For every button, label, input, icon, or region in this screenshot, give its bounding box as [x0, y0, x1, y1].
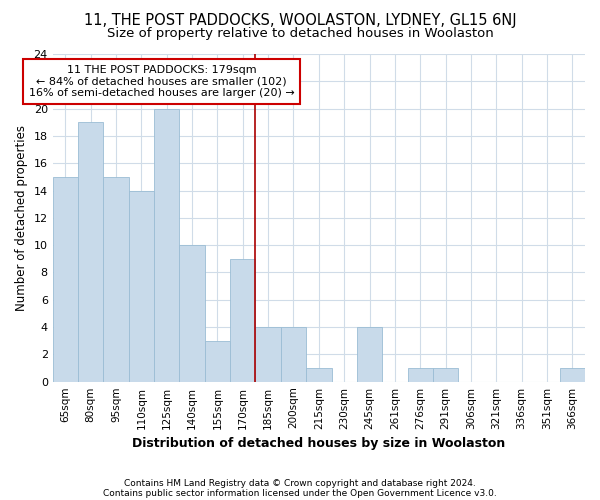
Text: 11 THE POST PADDOCKS: 179sqm
← 84% of detached houses are smaller (102)
16% of s: 11 THE POST PADDOCKS: 179sqm ← 84% of de…: [29, 65, 295, 98]
Y-axis label: Number of detached properties: Number of detached properties: [15, 125, 28, 311]
Bar: [78, 122, 103, 382]
Bar: [154, 108, 179, 382]
Bar: [230, 259, 256, 382]
Bar: [53, 177, 78, 382]
Bar: [306, 368, 332, 382]
Bar: [129, 190, 154, 382]
Text: Contains HM Land Registry data © Crown copyright and database right 2024.: Contains HM Land Registry data © Crown c…: [124, 478, 476, 488]
Bar: [281, 327, 306, 382]
Bar: [560, 368, 585, 382]
Text: 11, THE POST PADDOCKS, WOOLASTON, LYDNEY, GL15 6NJ: 11, THE POST PADDOCKS, WOOLASTON, LYDNEY…: [83, 12, 517, 28]
Bar: [407, 368, 433, 382]
Text: Contains public sector information licensed under the Open Government Licence v3: Contains public sector information licen…: [103, 488, 497, 498]
Bar: [256, 327, 281, 382]
X-axis label: Distribution of detached houses by size in Woolaston: Distribution of detached houses by size …: [132, 437, 505, 450]
Text: Size of property relative to detached houses in Woolaston: Size of property relative to detached ho…: [107, 28, 493, 40]
Bar: [433, 368, 458, 382]
Bar: [179, 245, 205, 382]
Bar: [103, 177, 129, 382]
Bar: [205, 340, 230, 382]
Bar: [357, 327, 382, 382]
